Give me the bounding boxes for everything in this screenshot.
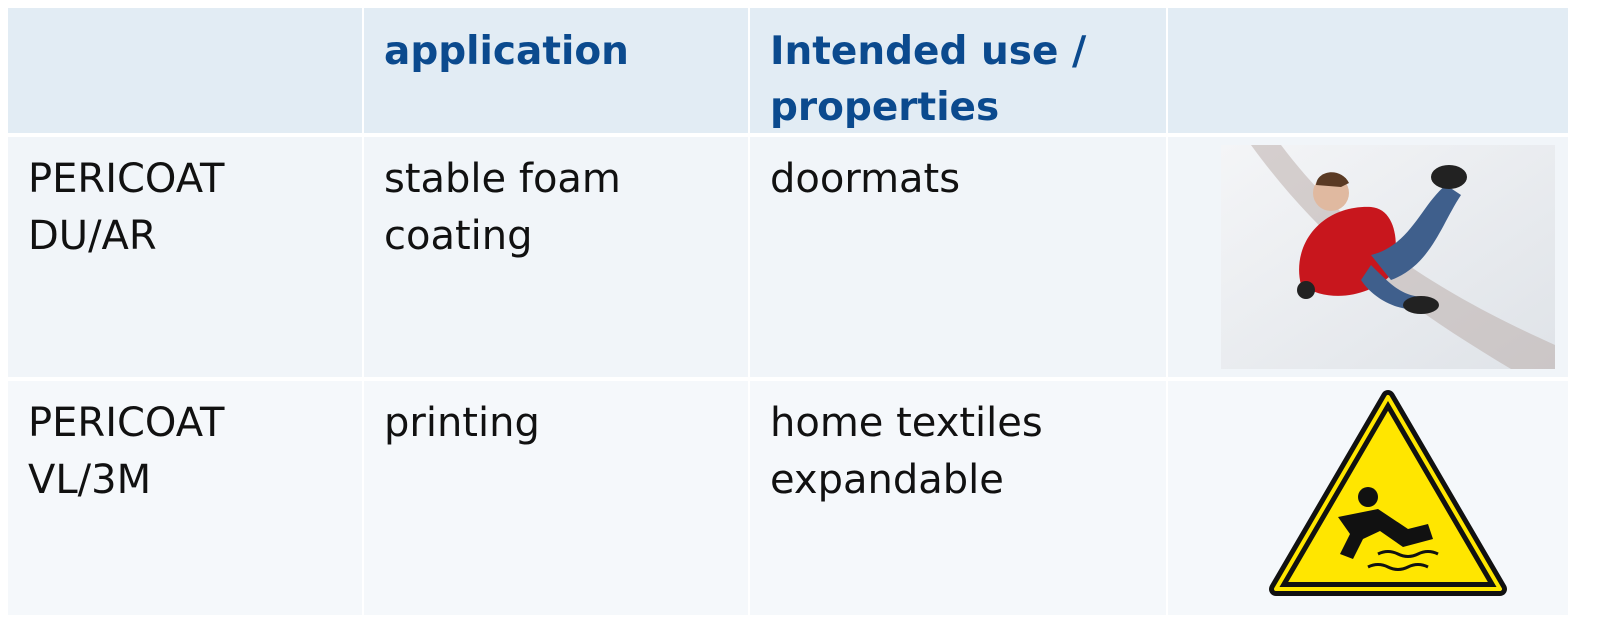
cell: doormats bbox=[750, 137, 1166, 377]
table: application Intended use / properties PE… bbox=[8, 8, 1568, 620]
header-cell bbox=[8, 8, 362, 133]
cell: home textiles expandable bbox=[750, 381, 1166, 615]
image-cell bbox=[1168, 137, 1568, 377]
header-cell bbox=[1168, 8, 1568, 133]
cell: stable foam coating bbox=[364, 137, 748, 377]
cell: PERICOAT DU/AR bbox=[8, 137, 362, 377]
photo-slip-snow bbox=[1221, 145, 1555, 369]
header-cell: Intended use / properties bbox=[750, 8, 1166, 133]
image-cell bbox=[1168, 381, 1568, 615]
cell: printing bbox=[364, 381, 748, 615]
cell: PERICOAT VL/3M bbox=[8, 381, 362, 615]
warning-sign bbox=[1269, 390, 1507, 596]
header-cell: application bbox=[364, 8, 748, 133]
